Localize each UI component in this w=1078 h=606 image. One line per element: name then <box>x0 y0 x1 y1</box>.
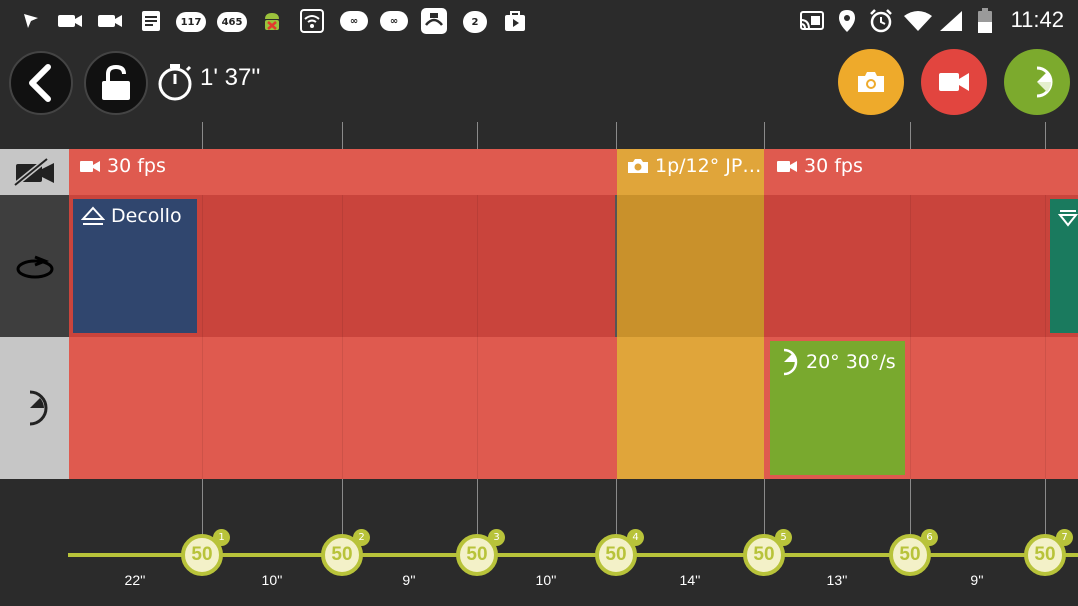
photo-camera-icon <box>628 159 648 173</box>
timeline-divider <box>202 195 203 479</box>
infinity-icon: ∞ <box>340 11 368 31</box>
back-button[interactable] <box>9 51 73 115</box>
badge-icon: 117 <box>176 12 206 32</box>
battery-icon <box>976 8 994 33</box>
video-camera-icon <box>80 161 100 172</box>
motion-track-label[interactable] <box>0 195 69 337</box>
keyframe-index: 7 <box>1056 529 1073 546</box>
segment-duration: 9'' <box>970 572 984 588</box>
photo-camera-icon <box>858 72 884 92</box>
video-camera-icon <box>939 73 969 91</box>
timeline-divider <box>202 479 203 539</box>
cast-icon <box>798 10 826 32</box>
timeline-divider <box>1045 195 1046 479</box>
motion-segment-decollo[interactable]: Decollo <box>73 199 197 333</box>
camera-track-label[interactable] <box>0 149 69 195</box>
pan-segment[interactable]: 20° 30°/s <box>770 341 905 475</box>
lock-button[interactable] <box>84 51 148 115</box>
wifi-icon <box>902 10 934 32</box>
timeline-divider <box>202 122 203 150</box>
segment-label: 1p/12° JP… <box>655 155 762 177</box>
status-bar: 117 465 ∞ ∞ 2 11:42 <box>0 0 1078 44</box>
stopwatch-icon <box>156 62 194 106</box>
motion-track-area[interactable] <box>617 195 764 337</box>
timeline-divider <box>910 122 911 150</box>
keyframe-index: 4 <box>627 529 644 546</box>
pan-icon <box>1036 66 1053 98</box>
video-camera-icon <box>56 10 84 32</box>
keyframe-index: 2 <box>353 529 370 546</box>
navigation-icon <box>20 10 42 32</box>
timeline-divider <box>477 195 478 479</box>
segment-duration: 14'' <box>679 572 701 588</box>
android-icon <box>260 10 284 32</box>
video-camera-icon <box>96 10 124 32</box>
timeline-divider <box>764 122 765 150</box>
chevron-left-icon <box>29 64 51 102</box>
keyframe-timeline <box>68 553 1078 557</box>
app-icon <box>420 8 448 34</box>
pan-track-area[interactable] <box>69 337 617 479</box>
segment-duration: 13'' <box>826 572 848 588</box>
pan-icon <box>783 348 798 376</box>
keyframe-index: 3 <box>488 529 505 546</box>
keyframe-index: 5 <box>775 529 792 546</box>
location-icon <box>836 10 858 32</box>
camera-segment[interactable]: 1p/12° JP… <box>617 149 764 195</box>
document-icon <box>140 10 162 32</box>
timeline-divider <box>342 195 343 479</box>
video-camera-icon <box>777 161 797 172</box>
motion-track-area[interactable] <box>764 195 1078 337</box>
alarm-icon <box>868 9 894 33</box>
timeline-divider <box>616 122 617 150</box>
keyframe-index: 6 <box>921 529 938 546</box>
keyframe-marker[interactable]: 50 <box>1024 534 1066 576</box>
badge-icon: 2 <box>463 11 487 33</box>
pan-track-area[interactable] <box>617 337 764 479</box>
timeline-divider <box>616 479 617 539</box>
timeline-divider <box>910 479 911 539</box>
pan-track-label[interactable] <box>0 337 69 479</box>
video-off-icon <box>12 157 54 187</box>
camera-segment[interactable]: 30 fps <box>764 149 1078 195</box>
segment-label: 30 fps <box>107 155 166 177</box>
photo-mode-button[interactable] <box>838 49 904 115</box>
segment-label: 20° 30°/s <box>806 351 896 373</box>
timeline-divider <box>342 122 343 150</box>
play-store-icon <box>502 10 528 32</box>
timeline-divider <box>1045 122 1046 150</box>
motion-segment-landing[interactable] <box>1050 199 1078 333</box>
orbit-icon <box>16 255 53 279</box>
segment-duration: 10'' <box>535 572 557 588</box>
clock: 11:42 <box>1010 7 1064 32</box>
segment-duration: 10'' <box>261 572 283 588</box>
pan-mode-button[interactable] <box>1004 49 1070 115</box>
track-separator <box>615 195 617 337</box>
timer-readout: 1' 37'' <box>200 64 261 91</box>
segment-duration: 9'' <box>402 572 416 588</box>
timeline-divider <box>764 479 765 539</box>
signal-icon <box>938 10 964 32</box>
wifi-icon <box>300 9 324 33</box>
badge-icon: 465 <box>217 12 247 32</box>
pan-icon <box>29 390 47 426</box>
keyframe-marker[interactable]: 50 <box>743 534 785 576</box>
unlock-icon <box>102 65 130 100</box>
segment-duration: 22'' <box>124 572 146 588</box>
takeoff-icon <box>81 206 105 225</box>
segment-label: 30 fps <box>804 155 863 177</box>
timeline-divider <box>477 479 478 539</box>
infinity-icon: ∞ <box>380 11 408 31</box>
landing-icon <box>1058 210 1078 227</box>
timeline-divider <box>477 122 478 150</box>
timeline-divider <box>342 479 343 539</box>
keyframe-index: 1 <box>213 529 230 546</box>
camera-segment[interactable]: 30 fps <box>69 149 617 195</box>
segment-label: Decollo <box>111 205 182 227</box>
video-mode-button[interactable] <box>921 49 987 115</box>
timeline-divider <box>1045 479 1046 539</box>
timeline-divider <box>910 195 911 479</box>
